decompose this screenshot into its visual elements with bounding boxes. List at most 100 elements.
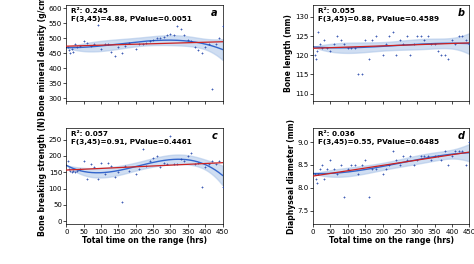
Point [76, 44, 84, 48]
Point [71, 170, 79, 175]
Point [355, 72, 362, 77]
Point [358, 72, 365, 77]
Text: a: a [211, 8, 218, 18]
Point [417, 154, 425, 158]
Point [327, 158, 334, 162]
Point [191, 162, 199, 166]
Point [142, 164, 150, 168]
Point [167, 134, 174, 139]
Point [389, 149, 397, 153]
Point [139, 42, 146, 46]
Point [365, 195, 373, 199]
Point [65, 167, 73, 171]
Point [73, 45, 81, 49]
Point [70, 168, 77, 173]
Point [87, 162, 94, 166]
Point [181, 33, 188, 37]
Point [201, 165, 209, 169]
Point [413, 158, 421, 162]
Point [64, 45, 72, 49]
Point [170, 33, 178, 37]
Point [340, 42, 348, 46]
Point [212, 42, 219, 46]
Point [427, 158, 435, 162]
Point [311, 53, 319, 57]
Point [215, 159, 223, 163]
Point [316, 42, 324, 46]
Point [318, 45, 326, 50]
Point [149, 155, 157, 160]
Point [177, 157, 185, 161]
Point [361, 158, 369, 162]
Point [146, 159, 154, 163]
Point [330, 167, 337, 172]
Y-axis label: Bone length (mm): Bone length (mm) [284, 15, 293, 92]
Point [458, 149, 466, 153]
Point [80, 159, 88, 163]
Point [104, 161, 112, 165]
Point [344, 45, 352, 50]
Point [347, 45, 355, 50]
Point [462, 38, 470, 42]
Point [191, 45, 199, 49]
Point [184, 154, 191, 158]
Point [361, 38, 369, 42]
Point [198, 185, 206, 189]
Point [311, 172, 319, 176]
Point [188, 151, 195, 155]
Point [448, 38, 456, 42]
Point [160, 161, 167, 165]
Point [417, 34, 425, 38]
Point [177, 27, 185, 31]
Point [153, 36, 160, 40]
Point [208, 87, 216, 92]
Point [91, 165, 98, 169]
Point [431, 42, 438, 46]
Point [315, 172, 322, 176]
Point [136, 42, 143, 46]
Point [382, 167, 390, 172]
Point [445, 163, 452, 167]
Point [132, 47, 139, 51]
Point [413, 34, 421, 38]
Point [68, 47, 75, 51]
Point [358, 163, 365, 167]
Point [396, 38, 404, 42]
Point [315, 30, 322, 34]
Point [351, 45, 358, 50]
Point [205, 162, 212, 166]
Point [194, 161, 202, 165]
Point [156, 36, 164, 40]
Point [132, 172, 139, 176]
Point [76, 167, 84, 171]
Point [400, 42, 407, 46]
Point [153, 154, 160, 158]
Point [66, 168, 73, 173]
Point [136, 167, 143, 171]
Point [410, 42, 418, 46]
Point [188, 39, 195, 44]
Point [167, 32, 174, 36]
Point [118, 200, 126, 204]
Point [368, 167, 376, 172]
Point [337, 38, 345, 42]
Point [334, 172, 341, 176]
Point [379, 53, 386, 57]
Point [327, 49, 334, 54]
Point [427, 42, 435, 46]
Point [434, 49, 442, 54]
Point [94, 177, 101, 181]
Y-axis label: Bone breaking strength (N): Bone breaking strength (N) [37, 117, 46, 236]
Point [111, 54, 118, 58]
Point [458, 34, 466, 38]
Point [392, 158, 400, 162]
Point [320, 38, 328, 42]
Point [410, 163, 418, 167]
Point [73, 168, 81, 173]
Point [355, 172, 362, 176]
Point [420, 38, 428, 42]
Point [323, 45, 331, 50]
Text: d: d [457, 131, 465, 141]
Point [170, 162, 178, 166]
Point [372, 34, 379, 38]
